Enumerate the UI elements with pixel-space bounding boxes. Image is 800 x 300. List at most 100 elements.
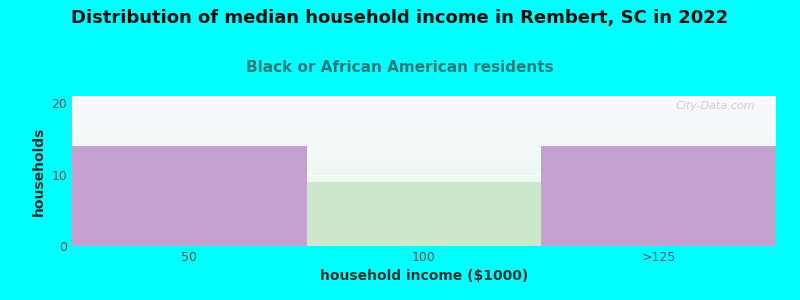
Bar [72, 203, 776, 204]
Y-axis label: households: households [32, 126, 46, 216]
Bar [72, 99, 776, 100]
Bar [72, 122, 776, 123]
Bar [72, 160, 776, 161]
Bar [72, 174, 776, 175]
Bar [72, 151, 776, 152]
Bar [72, 173, 776, 174]
Bar [72, 110, 776, 111]
Bar [72, 183, 776, 184]
Bar [72, 227, 776, 228]
Bar [72, 106, 776, 107]
Bar [72, 134, 776, 135]
Bar [72, 242, 776, 243]
Bar [72, 236, 776, 237]
Bar [72, 216, 776, 217]
Bar [72, 132, 776, 133]
Bar [72, 202, 776, 203]
Bar [72, 130, 776, 131]
Bar [72, 96, 776, 97]
Bar [72, 179, 776, 180]
Bar [72, 152, 776, 153]
Bar [72, 228, 776, 229]
Bar [72, 175, 776, 176]
Bar [72, 160, 776, 161]
Bar [72, 186, 776, 187]
Bar [72, 98, 776, 99]
Bar [72, 136, 776, 137]
Bar [72, 217, 776, 218]
Bar [72, 153, 776, 154]
Bar [72, 220, 776, 221]
Bar [72, 133, 776, 134]
Bar [72, 202, 776, 203]
Bar [72, 182, 776, 183]
Text: Black or African American residents: Black or African American residents [246, 60, 554, 75]
Bar [72, 226, 776, 227]
Bar [72, 157, 776, 158]
Bar [72, 239, 776, 240]
Bar [72, 140, 776, 141]
Bar [72, 245, 776, 246]
Bar [72, 205, 776, 206]
Bar [72, 204, 776, 205]
Bar [72, 164, 776, 165]
Bar [72, 161, 776, 162]
Bar [72, 192, 776, 193]
Bar [72, 165, 776, 166]
Bar [72, 166, 776, 167]
Bar [72, 195, 776, 196]
Bar [72, 104, 776, 105]
Bar [72, 139, 776, 140]
Bar [72, 146, 776, 147]
Bar [72, 143, 776, 144]
Bar [72, 146, 306, 246]
Bar [72, 234, 776, 235]
Bar [72, 198, 776, 199]
Bar [72, 111, 776, 112]
Bar [72, 128, 776, 129]
Bar [72, 224, 776, 225]
Bar [72, 102, 776, 103]
Bar [72, 191, 776, 192]
Bar [72, 138, 776, 139]
Bar [72, 114, 776, 115]
Bar [72, 126, 776, 127]
Bar [72, 169, 776, 170]
Bar [72, 178, 776, 179]
Bar [72, 185, 776, 186]
Bar [72, 154, 776, 155]
Bar [72, 149, 776, 150]
Bar [72, 218, 776, 219]
Bar [72, 172, 776, 173]
Bar [72, 116, 776, 117]
Bar [72, 244, 776, 245]
Bar [72, 171, 776, 172]
Bar [72, 231, 776, 232]
Bar [72, 142, 776, 143]
Bar [72, 199, 776, 200]
Bar [72, 180, 776, 181]
Bar [72, 229, 776, 230]
Bar [72, 124, 776, 125]
Bar [72, 148, 776, 149]
Bar [72, 206, 776, 207]
Bar [72, 207, 776, 208]
Bar [72, 237, 776, 238]
Bar [72, 162, 776, 163]
Bar [72, 167, 776, 168]
Bar [72, 188, 776, 189]
Bar [72, 150, 776, 151]
Bar [72, 169, 776, 170]
Bar [72, 131, 776, 132]
Bar [72, 144, 776, 145]
Bar [72, 223, 776, 224]
Bar [72, 194, 776, 195]
Bar [72, 243, 776, 244]
Bar [542, 146, 776, 246]
Text: Distribution of median household income in Rembert, SC in 2022: Distribution of median household income … [71, 9, 729, 27]
Bar [72, 197, 776, 198]
Bar [72, 137, 776, 138]
Bar [72, 123, 776, 124]
Bar [72, 200, 776, 201]
Bar [72, 214, 776, 215]
